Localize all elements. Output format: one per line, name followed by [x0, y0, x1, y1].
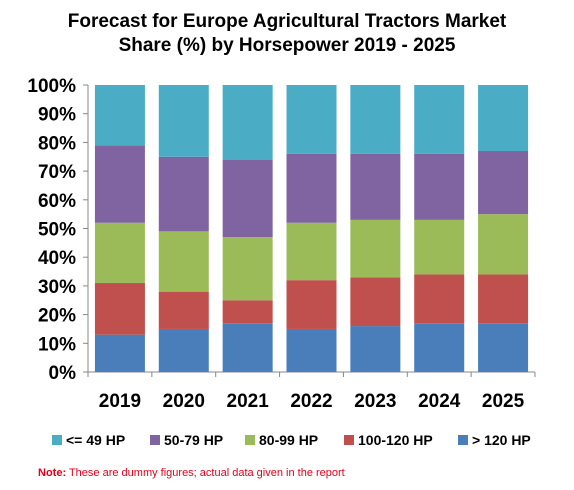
x-tick-label: 2021 — [227, 391, 270, 412]
x-tick-label: 2022 — [290, 391, 332, 412]
y-tick-label: 60% — [38, 191, 76, 212]
bar-segment-80-99-hp — [94, 222, 145, 284]
bar-segment-49-hp — [350, 85, 401, 154]
footnote-label: Note: — [38, 467, 67, 479]
y-tick-label: 70% — [38, 162, 76, 183]
legend-label: 100-120 HP — [358, 432, 433, 448]
bar-segment-50-79-hp — [414, 153, 465, 220]
bar-segment-50-79-hp — [478, 151, 529, 215]
legend-label: > 120 HP — [472, 432, 531, 448]
bar-segment-49-hp — [158, 85, 209, 157]
y-tick-label: 10% — [38, 334, 76, 355]
bar-segment-120-hp — [286, 328, 337, 372]
legend-label: 50-79 HP — [164, 432, 223, 448]
bar-segment-50-79-hp — [222, 159, 273, 238]
bar-segment-120-hp — [158, 328, 209, 372]
bar-segment-100-120-hp — [414, 274, 465, 324]
y-tick-label: 20% — [38, 306, 76, 327]
bar-segment-120-hp — [222, 323, 273, 372]
bar-segment-100-120-hp — [478, 274, 529, 324]
y-tick-label: 80% — [38, 133, 76, 154]
legend-label: 80-99 HP — [259, 432, 318, 448]
x-tick-label: 2023 — [354, 391, 396, 412]
bar-segment-120-hp — [94, 334, 145, 372]
y-tick-label: 30% — [38, 277, 76, 298]
bar-segment-80-99-hp — [158, 231, 209, 292]
bar-segment-120-hp — [350, 326, 401, 372]
y-tick-label: 90% — [38, 105, 76, 126]
legend-swatch — [245, 435, 255, 445]
chart-title: Forecast for Europe Agricultural Tractor… — [0, 10, 574, 58]
bar-segment-49-hp — [414, 85, 465, 154]
legend-swatch — [150, 435, 160, 445]
bar-segment-49-hp — [286, 85, 337, 154]
x-tick-label: 2020 — [163, 391, 205, 412]
bar-segment-80-99-hp — [478, 214, 529, 275]
bar-segment-100-120-hp — [158, 291, 209, 329]
bar-segment-50-79-hp — [94, 145, 145, 223]
bar-segment-120-hp — [414, 323, 465, 372]
x-tick-label: 2019 — [99, 391, 141, 412]
y-tick-label: 40% — [38, 248, 76, 269]
bar-segment-80-99-hp — [350, 219, 401, 278]
bar-segment-80-99-hp — [286, 222, 337, 281]
legend-label: <= 49 HP — [66, 432, 125, 448]
x-tick-label: 2025 — [482, 391, 525, 412]
bar-segment-49-hp — [478, 85, 529, 152]
bar-segment-80-99-hp — [222, 237, 273, 301]
bar-segment-100-120-hp — [94, 283, 145, 335]
chart-title-line-1: Forecast for Europe Agricultural Tractor… — [67, 11, 507, 32]
y-tick-label: 100% — [27, 76, 76, 97]
x-tick-label: 2024 — [418, 391, 461, 412]
legend-swatch — [344, 435, 354, 445]
bar-segment-49-hp — [222, 85, 273, 160]
bar-segment-49-hp — [94, 85, 145, 146]
footnote: Note: These are dummy figures; actual da… — [38, 467, 345, 479]
y-tick-label: 0% — [49, 363, 77, 384]
bar-segment-50-79-hp — [286, 153, 337, 223]
bar-segment-120-hp — [478, 323, 529, 372]
footnote-text: These are dummy figures; actual data giv… — [66, 467, 345, 479]
bar-segment-100-120-hp — [222, 300, 273, 324]
bar-segment-100-120-hp — [350, 277, 401, 327]
bar-segment-80-99-hp — [414, 219, 465, 275]
chart-title-line-2: Share (%) by Horsepower 2019 - 2025 — [118, 35, 456, 56]
legend-swatch — [52, 435, 62, 445]
y-tick-label: 50% — [38, 220, 76, 241]
bar-segment-50-79-hp — [158, 156, 209, 232]
bar-segment-50-79-hp — [350, 153, 401, 220]
bar-segment-100-120-hp — [286, 280, 337, 329]
legend-swatch — [458, 435, 468, 445]
